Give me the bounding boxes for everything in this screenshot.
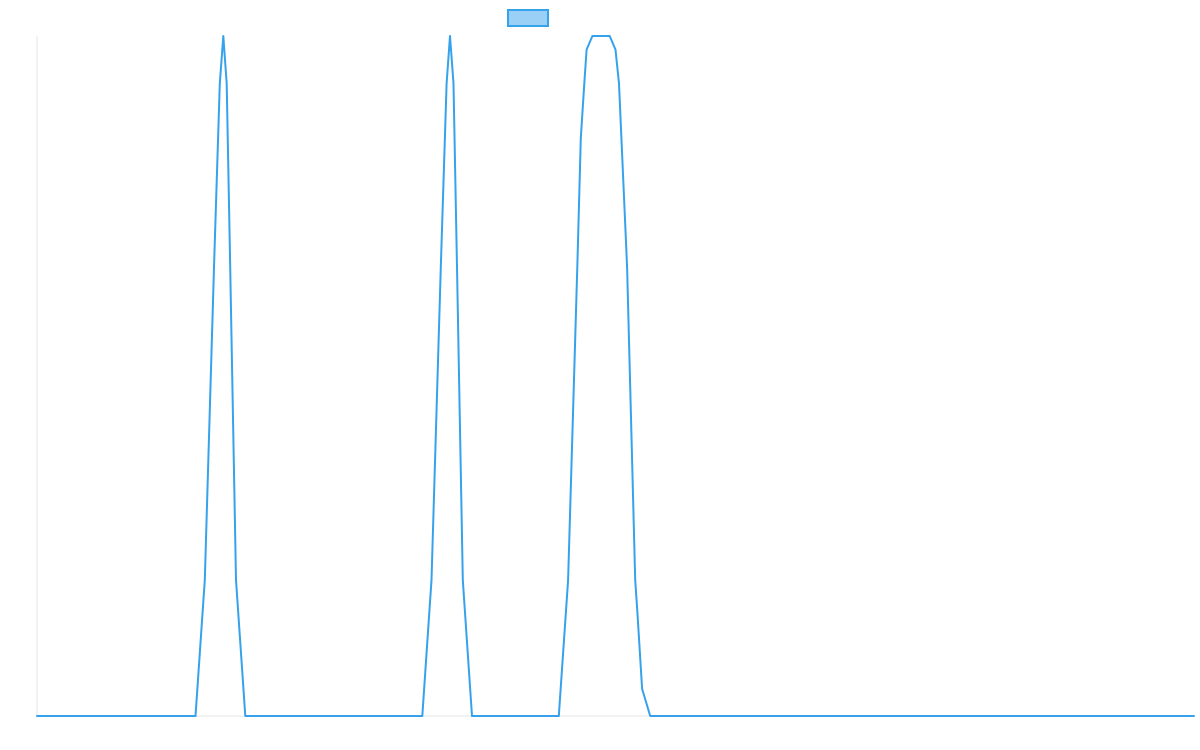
- legend-swatch[interactable]: [507, 9, 549, 27]
- series-line-0: [36, 35, 1195, 717]
- legend[interactable]: [507, 9, 549, 27]
- series-layer: [36, 35, 1195, 717]
